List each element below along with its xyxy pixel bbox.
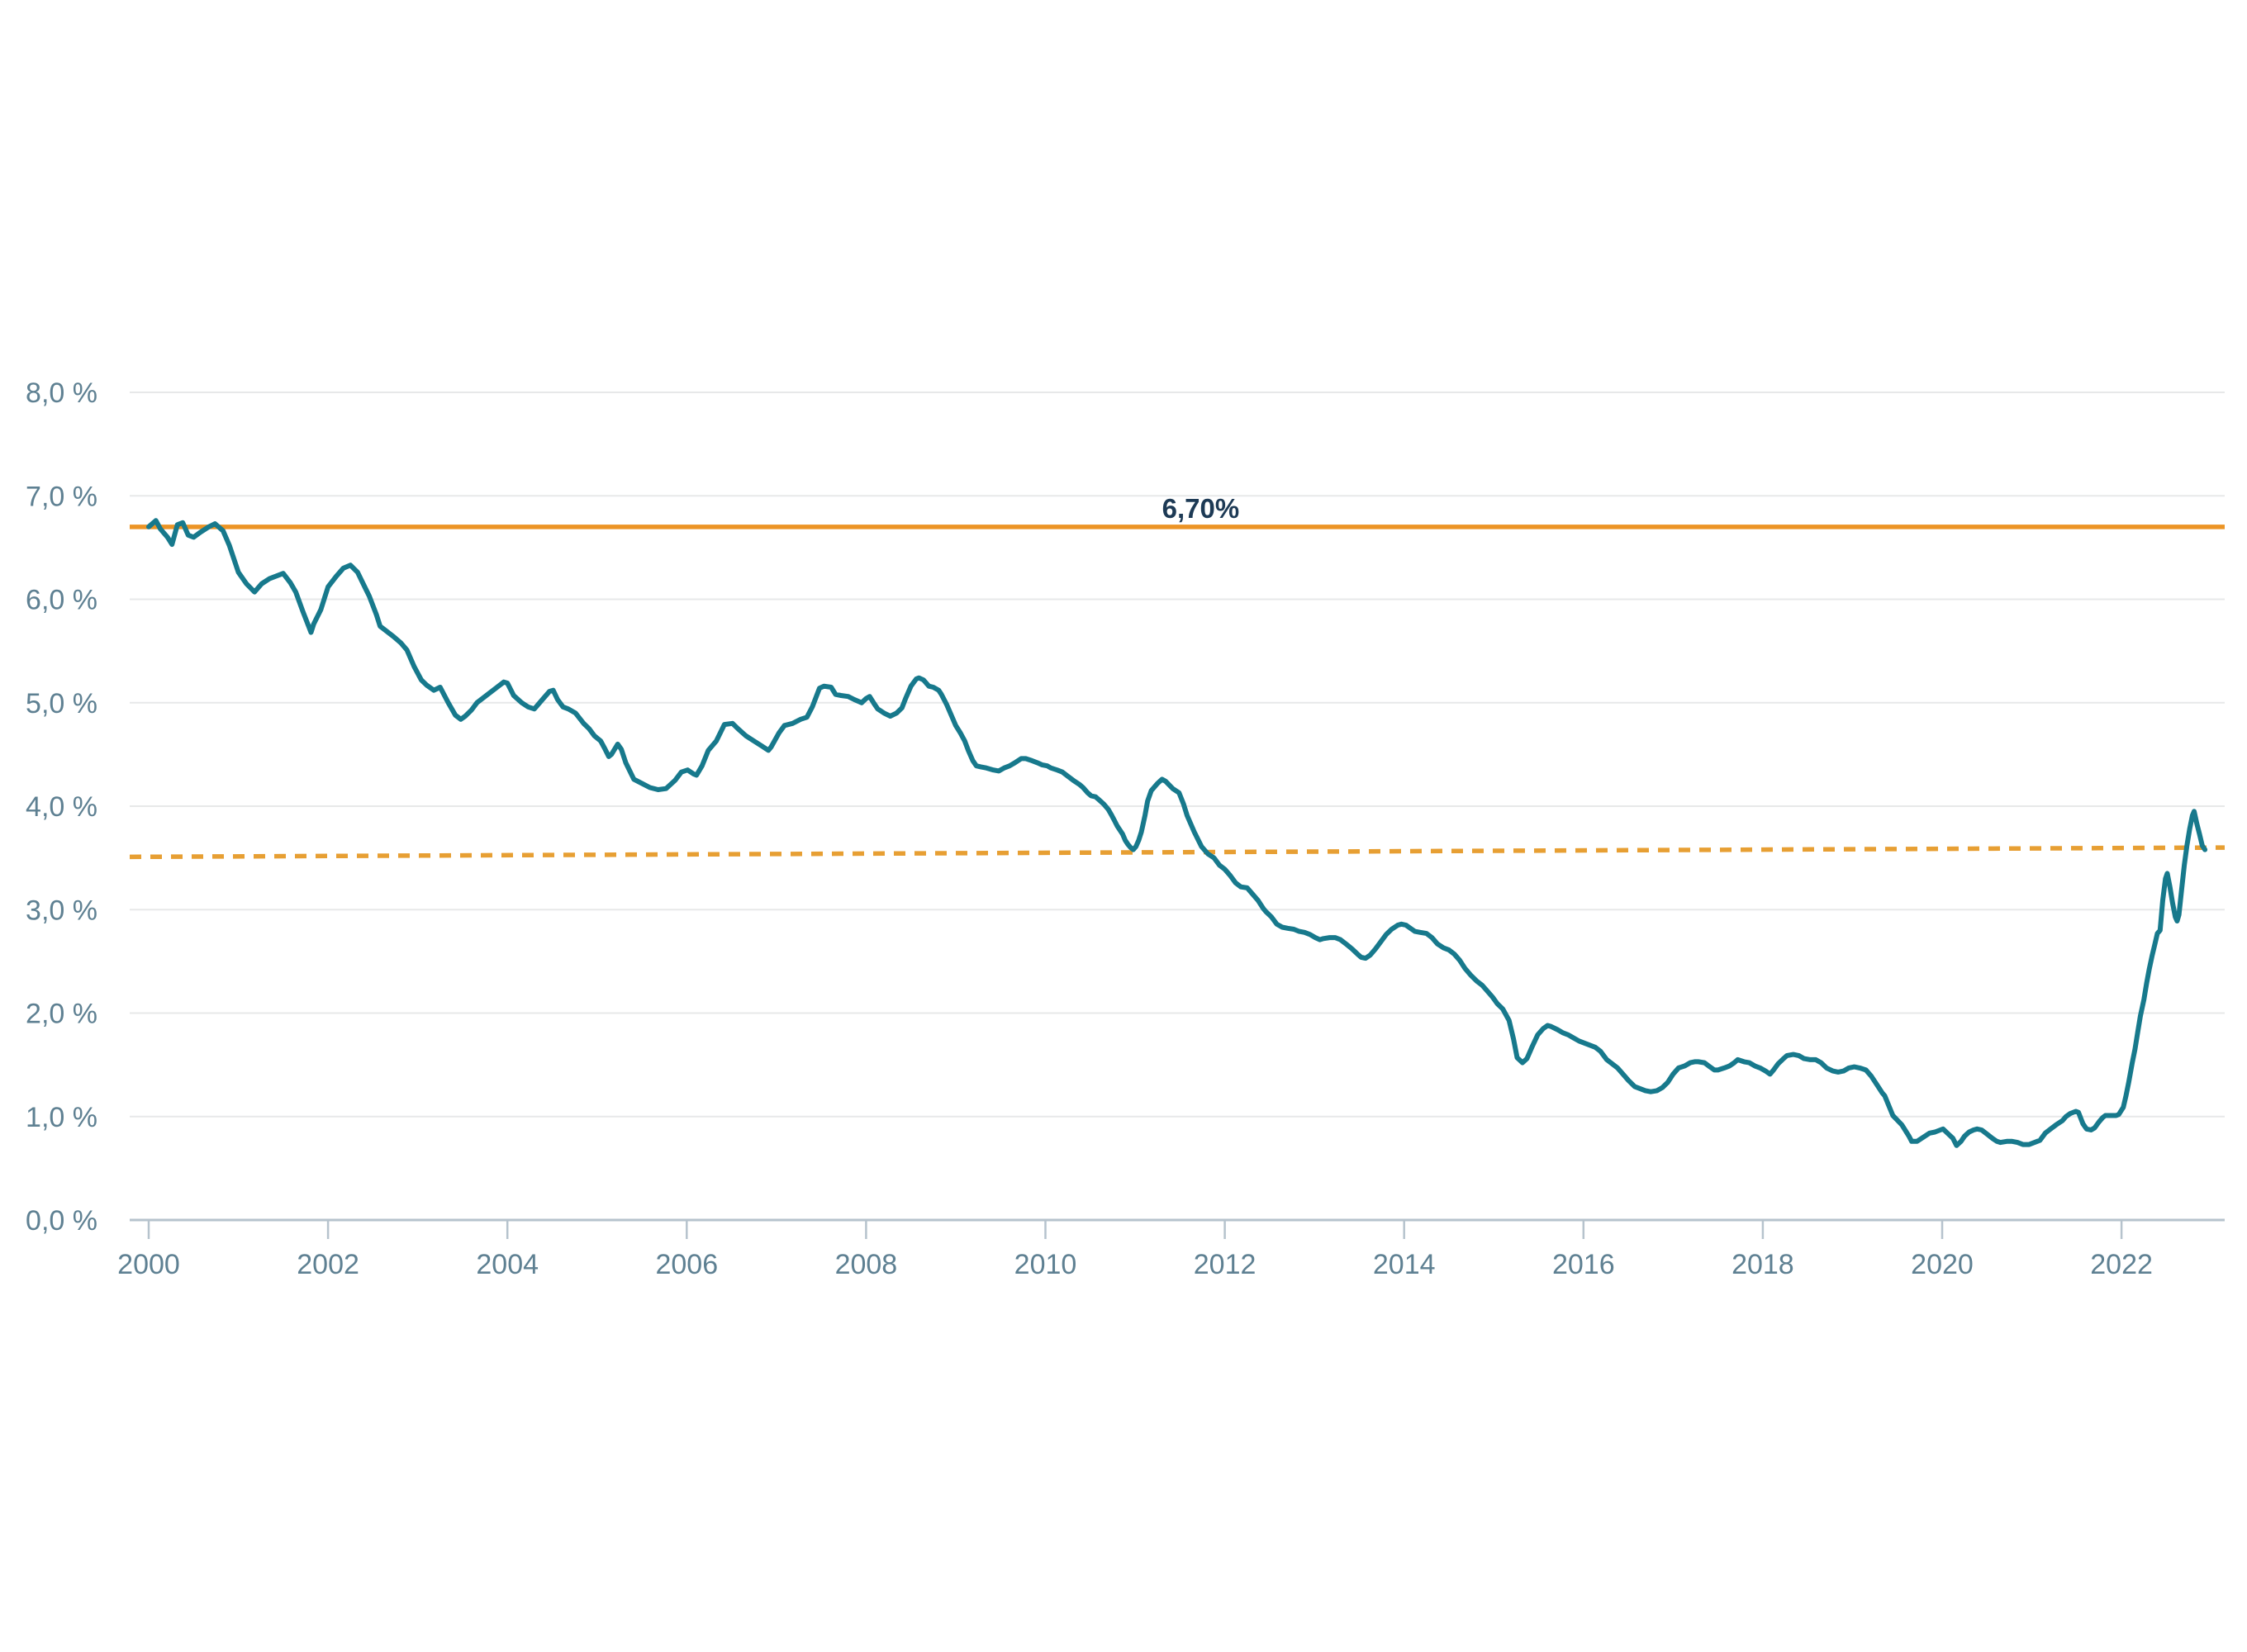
y-tick-label: 3,0 % — [26, 895, 97, 926]
x-tick-label: 2020 — [1911, 1249, 1974, 1280]
x-tick-label: 2002 — [297, 1249, 359, 1280]
x-tick-label: 2000 — [117, 1249, 180, 1280]
x-tick-label: 2008 — [835, 1249, 898, 1280]
x-tick-label: 2004 — [476, 1249, 539, 1280]
y-tick-label: 2,0 % — [26, 999, 97, 1030]
x-tick-label: 2016 — [1552, 1249, 1615, 1280]
reference-line-long-term-average — [129, 845, 2226, 860]
x-tick-label: 2022 — [2090, 1249, 2153, 1280]
x-tick-label: 2018 — [1732, 1249, 1794, 1280]
y-tick-label: 1,0 % — [26, 1102, 97, 1133]
x-tick-label: 2014 — [1373, 1249, 1436, 1280]
y-tick-label: 8,0 % — [26, 377, 97, 409]
y-tick-label: 0,0 % — [26, 1205, 97, 1237]
y-tick-label: 7,0 % — [26, 481, 97, 512]
reference-lines — [129, 525, 2226, 860]
y-tick-label: 5,0 % — [26, 688, 97, 719]
annotation: 6,70% — [1162, 493, 1240, 524]
y-tick-label: 6,0 % — [26, 585, 97, 616]
interest-rate-series — [146, 518, 2208, 1148]
y-axis-labels: 0,0 % 1,0 % 2,0 % 3,0 % 4,0 % 5,0 % 6,0 % 7,0 %… — [26, 377, 97, 1237]
x-tick-label: 2010 — [1014, 1249, 1077, 1280]
y-tick-label: 4,0 % — [26, 791, 97, 823]
series-line — [146, 518, 2208, 1148]
reference-value-label: 6,70% — [1162, 493, 1240, 524]
x-axis: 2000 2002 2004 2006 2008 2010 2012 2014 2016 2018… — [117, 1220, 2153, 1280]
x-tick-label: 2012 — [1194, 1249, 1257, 1280]
x-tick-label: 2006 — [655, 1249, 718, 1280]
